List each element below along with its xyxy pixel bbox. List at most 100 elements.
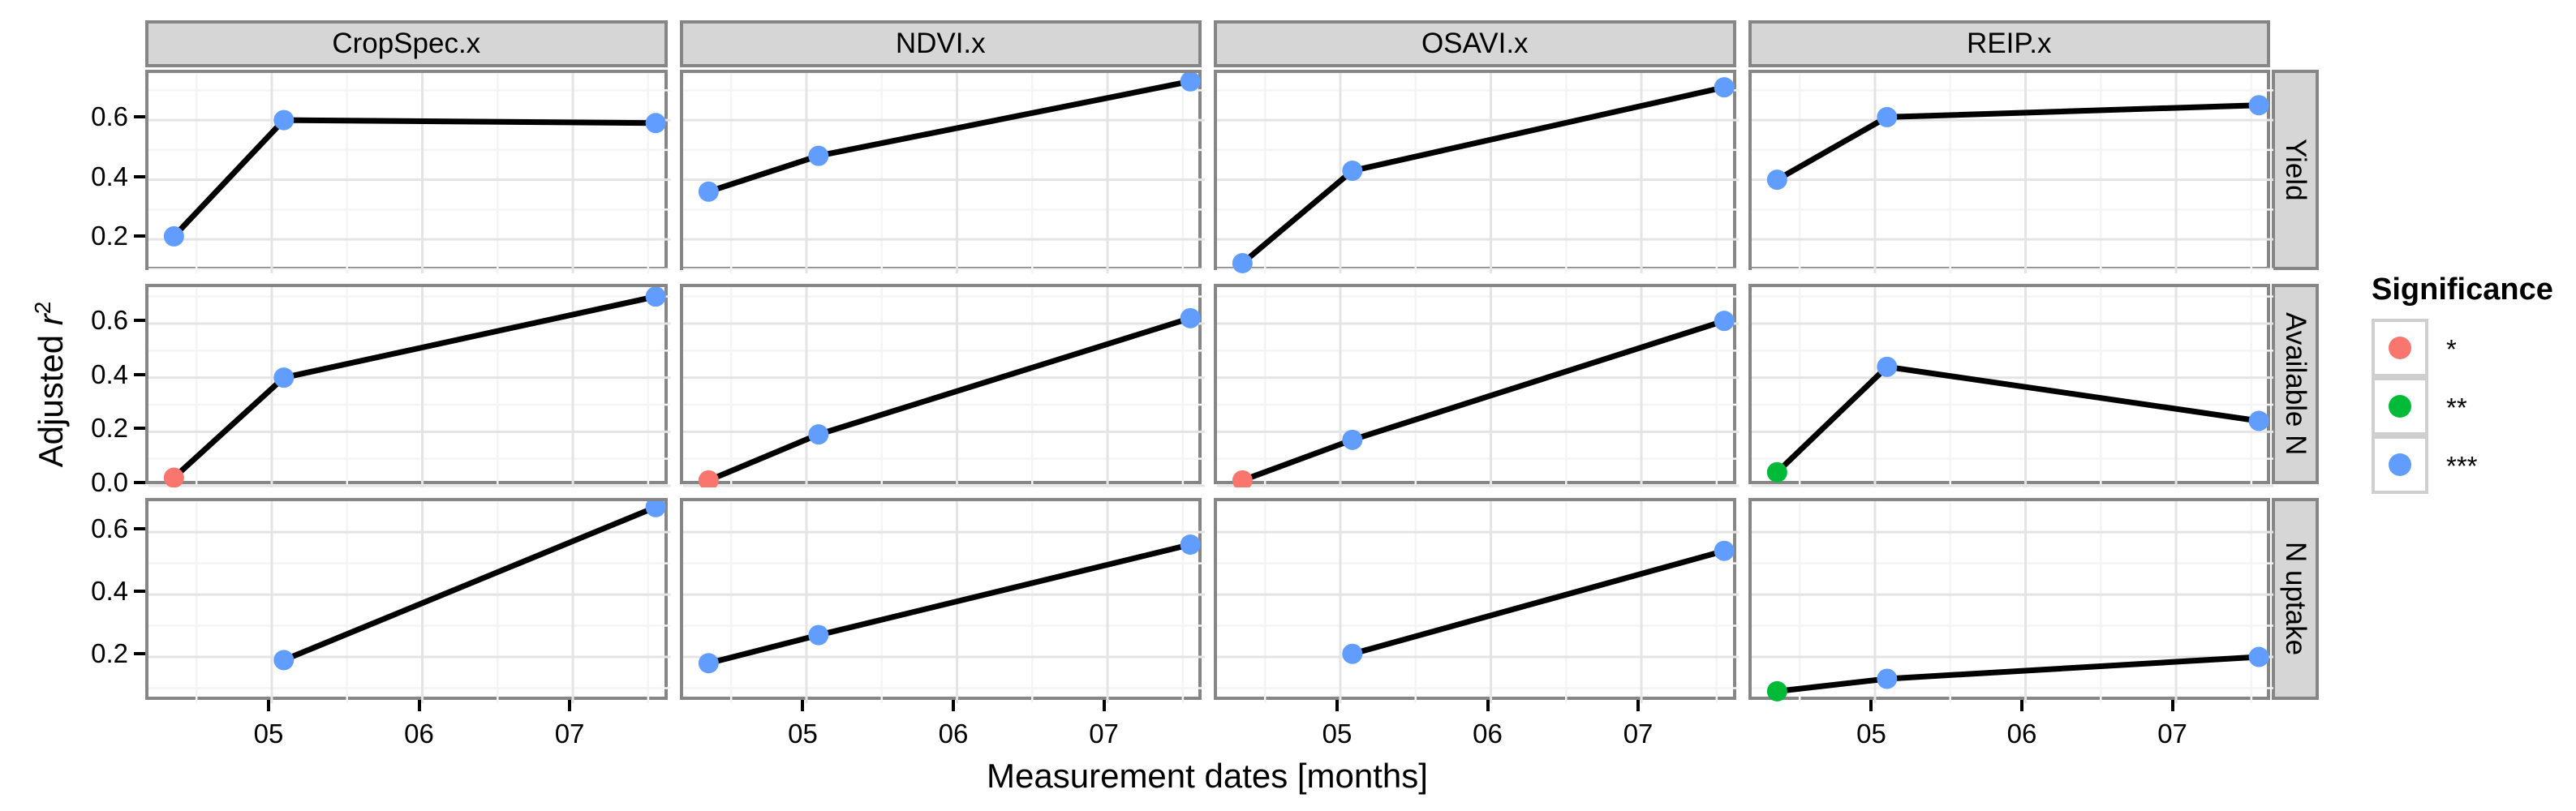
legend-item-significance-star: * (2372, 319, 2553, 379)
x-tick-label: 05 (1856, 719, 1886, 749)
x-tick-mark (1486, 700, 1490, 711)
y-tick-mark (134, 319, 145, 322)
data-point (807, 424, 828, 445)
legend-item-label: ** (2446, 393, 2467, 423)
data-point (163, 467, 184, 487)
data-point (1342, 643, 1363, 664)
x-tick-mark (801, 700, 805, 711)
data-point (1876, 356, 1897, 377)
y-tick-mark (134, 590, 145, 594)
panel-NDVIx-n-uptake (679, 498, 1205, 703)
trend-line (170, 117, 659, 239)
y-axis-title-prefix: Adjusted (32, 325, 70, 468)
panel-canvas (1751, 501, 2273, 703)
facet-strip-right-available-n: Available N (2272, 284, 2319, 484)
legend-key-box (2372, 377, 2428, 436)
significance-triple-star-dot-icon (2389, 453, 2411, 476)
significance-star-dot-icon (2389, 337, 2411, 359)
panel-canvas (1751, 73, 2273, 273)
data-point (1714, 540, 1735, 561)
y-tick-label: 0.2 (91, 413, 128, 444)
data-point (2248, 646, 2269, 667)
data-point (698, 181, 719, 202)
panel-OSAVIx-available-n (1214, 284, 1740, 487)
panel-CropSpecx-available-n (145, 284, 671, 487)
x-tick-label: 05 (788, 719, 818, 749)
panel-CropSpecx-yield (145, 70, 671, 273)
data-point (1714, 311, 1735, 332)
data-point (1180, 73, 1201, 92)
x-tick-label: 06 (938, 719, 969, 749)
legend-key-box (2372, 436, 2428, 494)
panel-REIPx-n-uptake (1748, 498, 2273, 703)
panel-canvas (682, 73, 1205, 273)
panel-canvas (148, 287, 671, 487)
x-tick-label: 07 (2157, 719, 2187, 749)
facet-strip-top-cropspec-x: CropSpec.x (145, 20, 668, 67)
panel-OSAVIx-yield (1214, 70, 1740, 273)
data-point (1180, 534, 1201, 555)
x-tick-mark (1869, 700, 1873, 711)
data-point (1766, 461, 1787, 483)
y-tick-label: 0.4 (91, 161, 128, 191)
panel-NDVIx-available-n (679, 284, 1205, 487)
trend-line (1774, 102, 2262, 183)
x-tick-label: 05 (1322, 719, 1353, 749)
legend-title: Significance (2372, 272, 2553, 307)
x-tick-label: 07 (1623, 719, 1654, 749)
x-tick-mark (1335, 700, 1339, 711)
legend-items: * ** *** (2372, 319, 2553, 496)
panel-canvas (1217, 501, 1740, 703)
trend-line (705, 315, 1193, 483)
data-point (807, 145, 828, 166)
legend-item-label: * (2446, 334, 2457, 364)
data-point (1714, 77, 1735, 98)
facet-strip-right-n-uptake: N uptake (2272, 498, 2319, 700)
x-tick-label: 06 (404, 719, 434, 749)
trend-line (1774, 654, 2262, 694)
data-point (273, 367, 295, 388)
panel-canvas (682, 501, 1205, 703)
panel-CropSpecx-n-uptake (145, 498, 671, 703)
x-tick-mark (568, 700, 572, 711)
legend-item-label: *** (2446, 451, 2478, 481)
y-tick-mark (134, 115, 145, 119)
data-point (1342, 161, 1363, 182)
data-point (645, 501, 666, 517)
y-tick-mark (134, 174, 145, 178)
x-tick-mark (417, 700, 421, 711)
panel-canvas (148, 73, 671, 273)
panel-OSAVIx-n-uptake (1214, 498, 1740, 703)
facet-strip-top-osavi-x: OSAVI.x (1214, 20, 1736, 67)
legend-item-significance-triple-star: *** (2372, 436, 2553, 496)
x-tick-label: 07 (1089, 719, 1119, 749)
significance-legend: Significance * ** *** (2372, 272, 2553, 496)
x-tick-label: 06 (2006, 719, 2037, 749)
data-point (1232, 253, 1253, 273)
data-point (698, 470, 719, 487)
y-tick-mark (134, 652, 145, 656)
trend-line (1349, 547, 1727, 657)
data-point (1766, 169, 1787, 191)
data-point (1232, 470, 1253, 487)
facet-strip-top-ndvi-x: NDVI.x (679, 20, 1202, 67)
data-point (163, 225, 184, 247)
data-point (2248, 95, 2269, 116)
y-tick-label: 0.4 (91, 576, 128, 607)
y-tick-mark (134, 372, 145, 376)
y-tick-mark (134, 427, 145, 431)
y-tick-label: 0.0 (91, 467, 128, 497)
x-tick-mark (1636, 700, 1641, 711)
trend-line (1239, 84, 1727, 267)
data-point (1876, 106, 1897, 127)
panel-canvas (148, 501, 671, 703)
data-point (1180, 307, 1201, 328)
data-point (1876, 668, 1897, 689)
panel-canvas (1217, 287, 1740, 487)
y-tick-label: 0.2 (91, 638, 128, 669)
x-axis-title: Measurement dates [months] (987, 757, 1428, 795)
y-tick-mark (134, 481, 145, 484)
x-tick-mark (2170, 700, 2174, 711)
x-tick-mark (1102, 700, 1106, 711)
data-point (273, 650, 295, 671)
